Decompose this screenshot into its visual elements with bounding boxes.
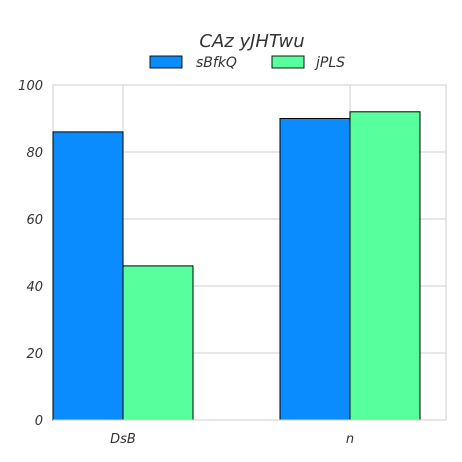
legend-label-jpls: jPLS bbox=[314, 55, 345, 71]
y-tick-label: 20 bbox=[26, 347, 43, 362]
x-tick-label-n: n bbox=[346, 432, 354, 447]
bar-sbfkq-n bbox=[279, 118, 351, 421]
legend-swatch-sbfkq bbox=[149, 55, 183, 69]
bar-jpls-n bbox=[349, 111, 421, 421]
y-tick-label: 100 bbox=[18, 79, 43, 94]
y-tick-label: 40 bbox=[26, 280, 43, 295]
bar-jpls-dsb bbox=[122, 265, 194, 421]
legend-swatch-jpls bbox=[271, 55, 305, 69]
y-tick-label: 80 bbox=[26, 146, 43, 161]
chart-title: CAz yJHTwu bbox=[199, 31, 304, 52]
y-tick-label: 60 bbox=[26, 213, 43, 228]
y-tick-label: 0 bbox=[35, 414, 43, 429]
legend: sBfkQ jPLS bbox=[149, 55, 345, 71]
bar-sbfkq-dsb bbox=[52, 131, 124, 421]
plot-area: 0 20 40 60 80 100 DsB n bbox=[18, 79, 447, 447]
legend-label-sbfkq: sBfkQ bbox=[196, 55, 237, 71]
x-tick-label-dsb: DsB bbox=[110, 432, 136, 447]
